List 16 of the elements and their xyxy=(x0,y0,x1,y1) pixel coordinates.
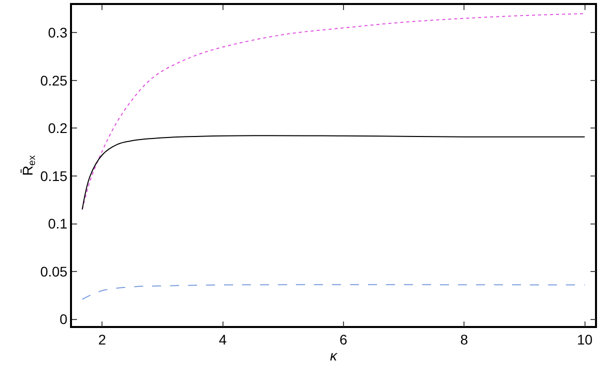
y-tick-label: 0.1 xyxy=(48,216,68,232)
x-axis-title: κ xyxy=(330,347,338,364)
y-tick-label: 0.15 xyxy=(40,168,68,184)
y-tick-label: 0.2 xyxy=(48,120,68,136)
x-tick-label: 2 xyxy=(98,332,106,348)
y-tick-label: 0.25 xyxy=(40,72,68,88)
x-tick-label: 8 xyxy=(460,332,468,348)
line-series xyxy=(82,135,586,210)
x-tick-label: 4 xyxy=(218,332,227,348)
y-tick-label: 0.05 xyxy=(40,263,68,280)
line-series xyxy=(82,284,586,300)
y-tick-label: 0 xyxy=(60,311,68,328)
x-tick-label: 6 xyxy=(340,332,348,348)
x-tick-label: 10 xyxy=(576,332,593,348)
line-series xyxy=(82,13,586,210)
y-tick-label: 0.3 xyxy=(48,24,68,41)
